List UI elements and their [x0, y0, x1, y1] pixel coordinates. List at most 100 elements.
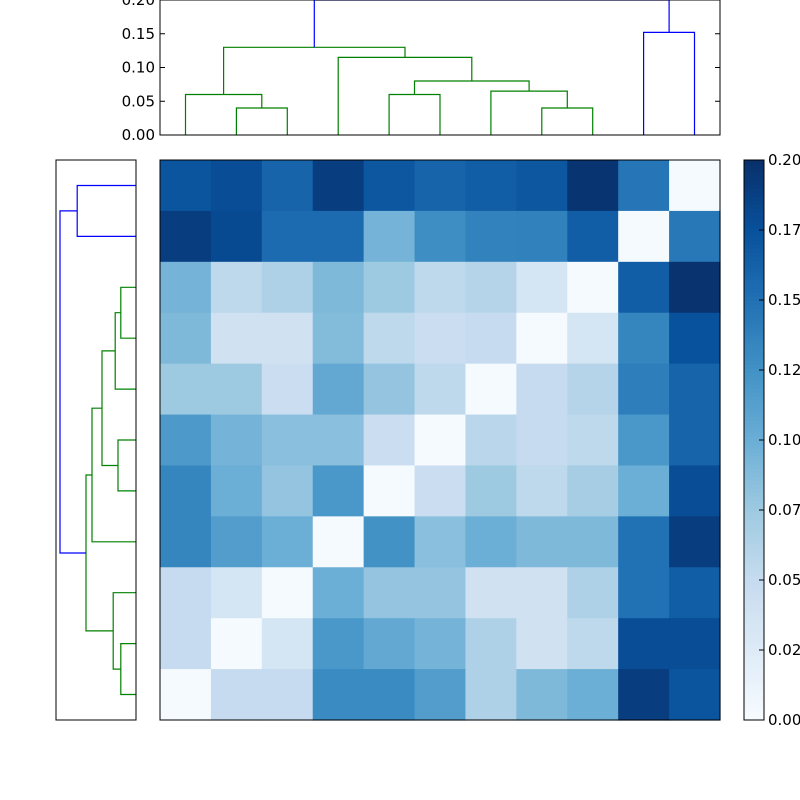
colorbar-segment — [744, 672, 764, 677]
colorbar-segment — [744, 480, 764, 485]
heatmap-cell — [669, 312, 721, 365]
colorbar-segment — [744, 640, 764, 645]
colorbar-segment — [744, 336, 764, 341]
heatmap-cell — [160, 261, 212, 314]
heatmap-cell — [363, 669, 416, 721]
heatmap-cell — [618, 363, 670, 416]
heatmap-cell — [210, 669, 263, 721]
heatmap-cell — [363, 567, 416, 619]
colorbar-segment — [744, 404, 764, 409]
heatmap-cell — [261, 414, 314, 467]
colorbar-segment — [744, 604, 764, 609]
colorbar-segment — [744, 484, 764, 489]
colorbar-segment — [744, 400, 764, 405]
heatmap-cell — [210, 618, 263, 670]
colorbar-segment — [744, 200, 764, 205]
heatmap-cell — [465, 210, 517, 263]
colorbar-segment — [744, 588, 764, 593]
colorbar-segment — [744, 540, 764, 545]
heatmap-cell — [210, 567, 263, 619]
colorbar-segment — [744, 288, 764, 293]
heatmap-cell — [618, 618, 670, 670]
colorbar-segment — [744, 392, 764, 397]
colorbar-segment — [744, 600, 764, 605]
heatmap-cell — [261, 516, 314, 568]
colorbar-segment — [744, 496, 764, 501]
heatmap-cell — [669, 261, 721, 314]
heatmap-cell — [160, 414, 212, 467]
heatmap-cell — [363, 312, 416, 365]
heatmap-cell — [567, 567, 619, 619]
colorbar-segment — [744, 164, 764, 169]
colorbar-segment — [744, 688, 764, 693]
heatmap-cell — [669, 160, 721, 212]
heatmap-cell — [312, 210, 365, 263]
colorbar-segment — [744, 564, 764, 569]
heatmap-cell — [516, 618, 568, 670]
heatmap-cell — [516, 312, 568, 365]
left-dendrogram — [55, 159, 137, 721]
top-dendrogram-ytick-label: 0.20 — [122, 0, 155, 9]
colorbar-segment — [744, 464, 764, 469]
heatmap-cell — [414, 567, 467, 619]
colorbar-segment — [744, 276, 764, 281]
colorbar-segment — [744, 332, 764, 337]
colorbar-segment — [744, 328, 764, 333]
heatmap-cell — [465, 669, 517, 721]
colorbar-segment — [744, 520, 764, 525]
colorbar-segment — [744, 656, 764, 661]
colorbar-segment — [744, 556, 764, 561]
heatmap-cell — [618, 516, 670, 568]
heatmap-cell — [465, 618, 517, 670]
colorbar-segment — [744, 448, 764, 453]
heatmap-cell — [160, 210, 212, 263]
heatmap-cell — [363, 465, 416, 517]
colorbar-segment — [744, 552, 764, 557]
heatmap-cell — [414, 160, 467, 212]
colorbar-segment — [744, 456, 764, 461]
heatmap-cell — [363, 618, 416, 670]
colorbar-segment — [744, 436, 764, 441]
heatmap-cell — [312, 363, 365, 416]
colorbar-segment — [744, 444, 764, 449]
colorbar-segment — [744, 248, 764, 253]
colorbar-segment — [744, 176, 764, 181]
heatmap-cell — [261, 567, 314, 619]
colorbar-segment — [744, 412, 764, 417]
colorbar-segment — [744, 516, 764, 521]
heatmap-cell — [363, 363, 416, 416]
top-dendrogram-link — [388, 93, 441, 135]
colorbar-segment — [744, 716, 764, 721]
heatmap-cell — [160, 363, 212, 416]
colorbar-segment — [744, 344, 764, 349]
colorbar-segment — [744, 396, 764, 401]
heatmap-cell — [160, 567, 212, 619]
heatmap-cell — [516, 669, 568, 721]
colorbar-segment — [744, 204, 764, 209]
colorbar-segment — [744, 360, 764, 365]
colorbar-segment — [744, 572, 764, 577]
heatmap-cell — [516, 414, 568, 467]
colorbar-segment — [744, 188, 764, 193]
colorbar-segment — [744, 372, 764, 377]
heatmap-cell — [414, 363, 467, 416]
colorbar-tick-label: 0.07 — [768, 501, 800, 519]
heatmap-cell — [363, 261, 416, 314]
top-dendrogram-link — [642, 31, 696, 135]
colorbar-segment — [744, 488, 764, 493]
colorbar-segment — [744, 408, 764, 413]
heatmap-cell — [261, 669, 314, 721]
colorbar-segment — [744, 536, 764, 541]
colorbar-segment — [744, 384, 764, 389]
heatmap-cell — [312, 669, 365, 721]
heatmap-cell — [312, 516, 365, 568]
colorbar-segment — [744, 592, 764, 597]
heatmap-cell — [669, 363, 721, 416]
colorbar-segment — [744, 696, 764, 701]
left-dendrogram-link — [85, 474, 114, 632]
colorbar-segment — [744, 304, 764, 309]
colorbar-segment — [744, 648, 764, 653]
heatmap — [159, 159, 721, 721]
colorbar-segment — [744, 340, 764, 345]
